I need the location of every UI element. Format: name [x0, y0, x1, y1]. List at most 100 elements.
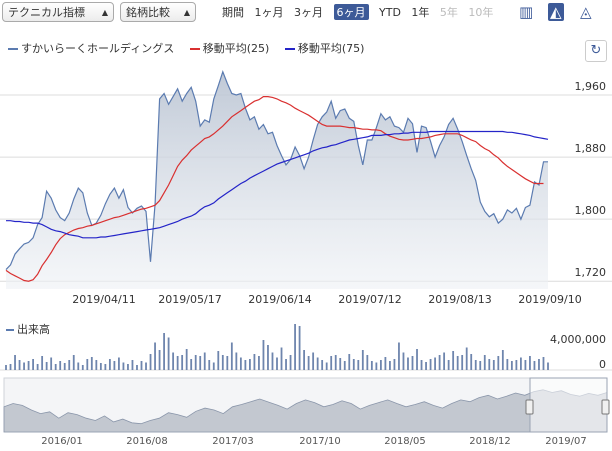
volume-bar [447, 360, 450, 370]
volume-bar [352, 359, 355, 370]
volume-bar [104, 364, 107, 370]
volume-bar [167, 337, 170, 370]
navigator-tick-label: 2016/01 [41, 436, 83, 447]
volume-tick-label: 4,000,000 [550, 333, 606, 346]
volume-bar [488, 359, 491, 370]
legend-item-ma25[interactable]: 移動平均(25) [189, 40, 269, 56]
price-line [5, 70, 548, 271]
volume-bar [506, 359, 509, 370]
volume-bar [95, 360, 98, 370]
volume-bar [217, 351, 220, 370]
volume-bar [203, 352, 206, 370]
navigator-tick-label: 2017/10 [299, 436, 341, 447]
volume-bar [330, 356, 333, 370]
volume-bar [27, 361, 30, 370]
volume-bar [208, 360, 211, 370]
navigator-tick-label: 2017/03 [212, 436, 254, 447]
volume-bar [294, 324, 296, 370]
volume-bar [547, 362, 549, 370]
y-tick-label: 1,720 [575, 266, 607, 279]
volume-bar [307, 356, 310, 370]
volume-bar [389, 361, 391, 370]
volume-bar [253, 354, 256, 370]
volume-bar [271, 352, 274, 370]
technical-indicator-label: テクニカル指標 [8, 6, 85, 19]
volume-bar [474, 360, 477, 370]
period-1m[interactable]: 1ヶ月 [254, 6, 284, 19]
volume-bar [244, 360, 247, 370]
volume-bar [122, 362, 125, 370]
select-arrows-icon: ▲ [101, 8, 108, 17]
period-ytd[interactable]: YTD [379, 6, 401, 19]
period-selector: 期間 1ヶ月 3ヶ月 6ヶ月 YTD 1年 5年 10年 [222, 4, 500, 20]
legend-ma75-label: 移動平均(75) [297, 42, 365, 55]
candlestick-icon[interactable]: ▥ [519, 3, 534, 21]
volume-bar [465, 347, 468, 370]
volume-bar [303, 350, 305, 370]
volume-bar [262, 340, 265, 370]
volume-bar [181, 355, 184, 370]
ma25-line [5, 95, 544, 282]
period-6m[interactable]: 6ヶ月 [333, 4, 369, 20]
legend-price-label: すかいらーくホールディングス [21, 42, 175, 55]
area-chart-icon[interactable]: ◭ [548, 3, 564, 21]
volume-bar [90, 357, 93, 370]
period-1y[interactable]: 1年 [411, 6, 430, 19]
volume-bar [131, 360, 134, 370]
navigator-tick-label: 2016/08 [126, 436, 168, 447]
volume-bar [68, 360, 71, 370]
volume-bar [438, 355, 441, 370]
volume-bar [239, 357, 242, 370]
select-arrows-icon: ▲ [183, 8, 190, 17]
legend-item-ma75[interactable]: 移動平均(75) [284, 40, 365, 56]
y-tick-label: 1,960 [575, 80, 607, 93]
volume-bar [510, 361, 513, 370]
volume-bar [41, 356, 44, 370]
volume-bar [483, 355, 486, 370]
compare-stock-select[interactable]: 銘柄比較 ▲ [120, 2, 196, 22]
chart-toolbar: テクニカル指標 ▲ 銘柄比較 ▲ 期間 1ヶ月 3ヶ月 6ヶ月 YTD 1年 5… [0, 0, 612, 26]
technical-indicator-select[interactable]: テクニカル指標 ▲ [2, 2, 114, 22]
volume-bar [289, 355, 292, 370]
volume-bar [230, 342, 233, 370]
volume-bar [77, 362, 80, 370]
period-3m[interactable]: 3ヶ月 [294, 6, 323, 19]
volume-bar [407, 357, 409, 370]
volume-bar [456, 356, 459, 370]
volume-bar [127, 364, 129, 370]
volume-bar [276, 357, 278, 370]
volume-bar [140, 361, 143, 370]
volume-bar [479, 361, 482, 370]
volume-bar [420, 360, 423, 370]
mountain-chart-icon[interactable]: ◬ [580, 3, 592, 21]
volume-bar [249, 359, 251, 370]
volume-bar [86, 359, 89, 370]
volume-bar [443, 352, 446, 370]
legend-item-price[interactable]: すかいらーくホールディングス [8, 40, 174, 56]
navigator-handle-left[interactable] [525, 399, 534, 415]
volume-bar [501, 350, 504, 370]
volume-bar [50, 357, 53, 370]
volume-bar [524, 360, 527, 370]
volume-bar [221, 355, 224, 370]
volume-bar [185, 349, 188, 370]
navigator-tick-label: 2018/12 [469, 436, 511, 447]
volume-bar [113, 361, 116, 370]
refresh-button[interactable]: ↻ [585, 40, 607, 62]
volume-bar [339, 358, 342, 370]
volume-bar [199, 356, 202, 370]
volume-bar [18, 360, 21, 370]
volume-bar [63, 363, 66, 370]
compare-stock-label: 銘柄比較 [126, 6, 170, 19]
volume-tick-label: 0 [599, 358, 606, 371]
navigator-selection [529, 377, 608, 433]
ma75-line [6, 130, 549, 239]
volume-bar [425, 362, 427, 370]
x-tick-label: 2019/05/17 [158, 293, 221, 306]
navigator-handle-right[interactable] [601, 399, 610, 415]
x-tick-label: 2019/08/13 [428, 293, 491, 306]
volume-bar [235, 352, 238, 370]
volume-bar [348, 354, 351, 370]
volume-bar [118, 357, 120, 370]
volume-bar [32, 359, 34, 370]
